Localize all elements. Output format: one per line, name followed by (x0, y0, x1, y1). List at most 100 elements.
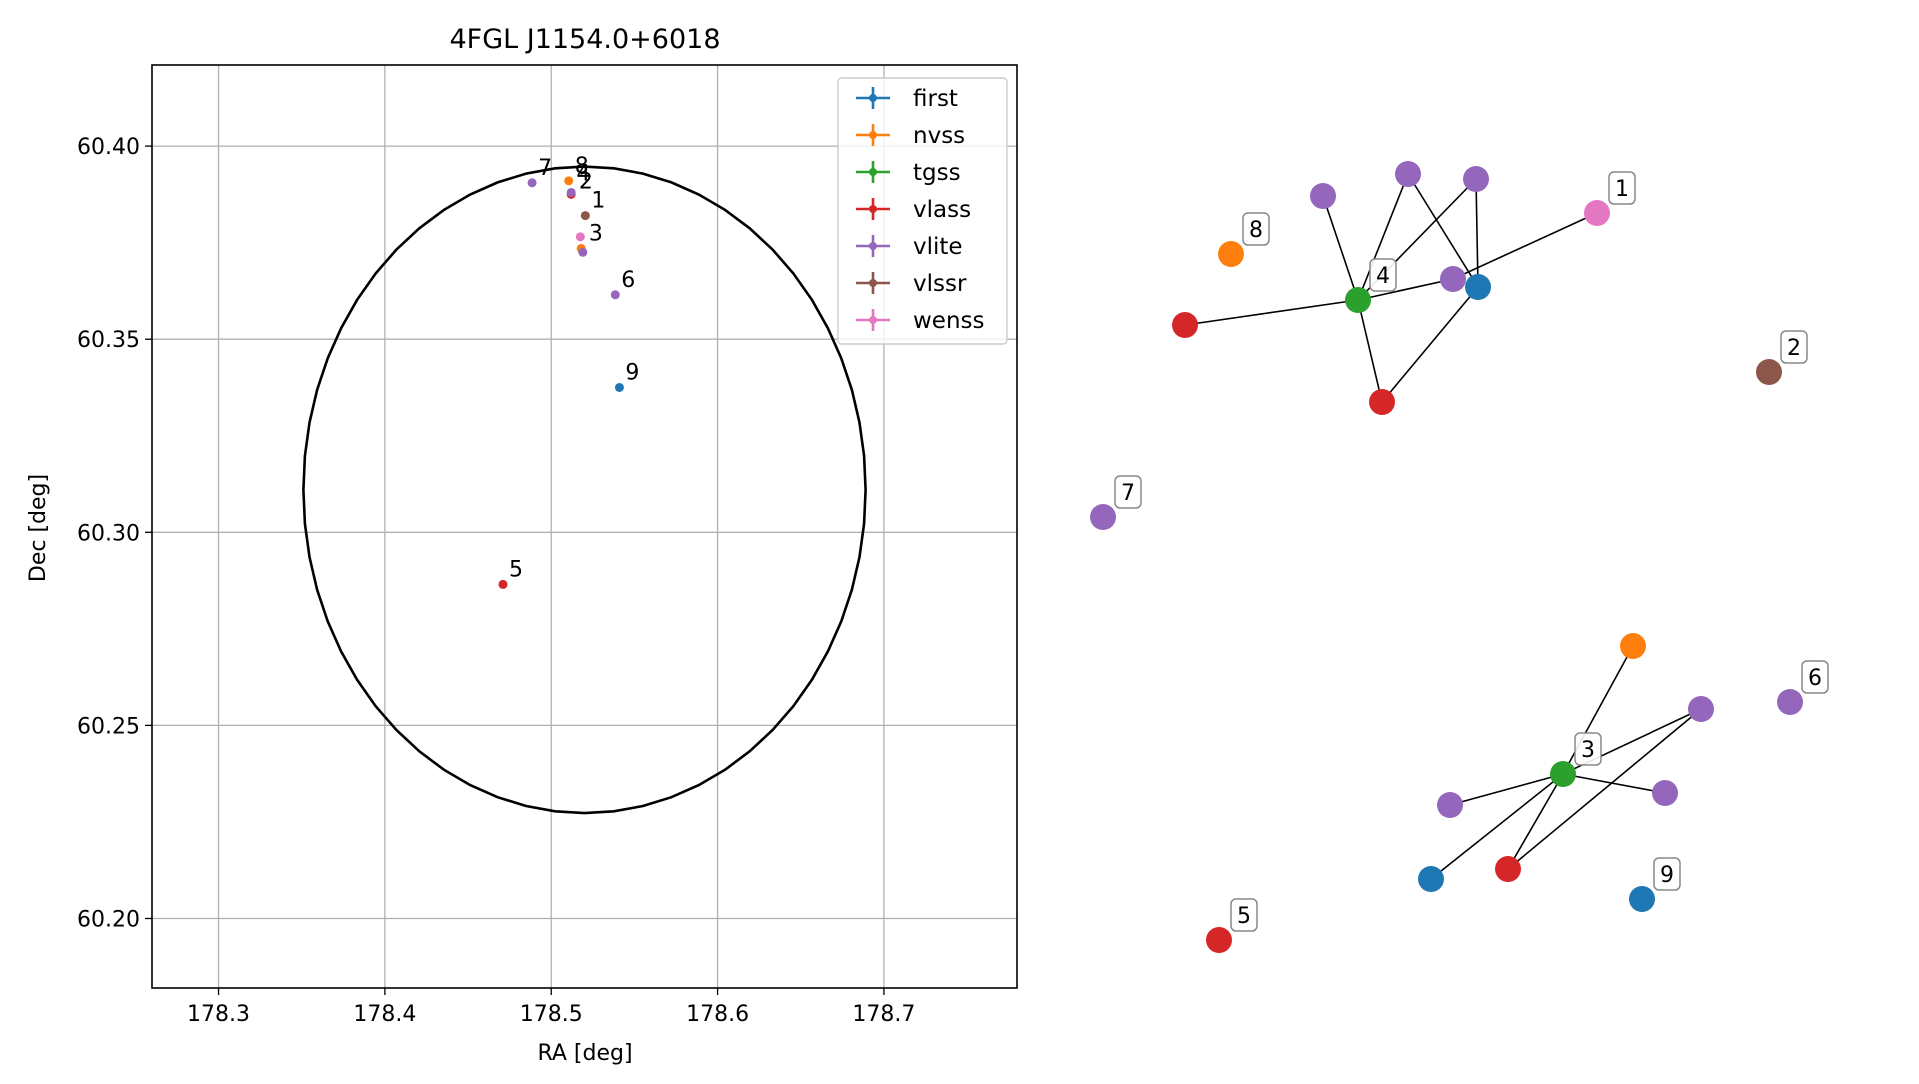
graph-node (1172, 312, 1198, 338)
graph-edge (1357, 299, 1383, 403)
graph-node (1550, 761, 1576, 787)
graph-label-box (1242, 212, 1270, 246)
graph-node (1369, 389, 1395, 415)
y-tick-label: 60.20 (77, 907, 140, 932)
legend-marker-dot (869, 279, 877, 287)
scatter-point-vlite (578, 247, 588, 257)
legend-entry-tgss[interactable]: tgss (856, 160, 961, 186)
y-tick-label: 60.25 (77, 714, 140, 739)
graph-node (1345, 287, 1371, 313)
graph-node-label: 3 (1574, 732, 1602, 766)
graph-node (1465, 274, 1491, 300)
point-label: 9 (625, 360, 639, 385)
graph-node-label: 5 (1230, 898, 1258, 932)
graph-node (1440, 266, 1466, 292)
scatter-point-vlite (610, 290, 620, 300)
legend-marker-dot (869, 316, 877, 324)
chart-title: 4FGL J1154.0+6018 (449, 24, 720, 55)
graph-node (1584, 200, 1610, 226)
graph-label-box (1114, 475, 1142, 509)
x-tick-label: 178.5 (520, 1002, 583, 1027)
scatter-point-wenss (575, 232, 585, 242)
graph-node (1629, 886, 1655, 912)
scatter-point-vlass (498, 579, 508, 589)
graph-edge (1322, 195, 1359, 301)
y-tick-label: 60.40 (77, 135, 140, 160)
legend[interactable]: first nvss tgss vlass vlite vlssr wenss (837, 77, 1008, 345)
point-label: 5 (509, 557, 523, 582)
legend-entry-nvss[interactable]: nvss (856, 123, 965, 149)
point-label: 1 (591, 189, 605, 214)
x-axis-label: RA [deg] (537, 1041, 632, 1066)
x-tick-label: 178.4 (353, 1002, 416, 1027)
legend-label: wenss (913, 308, 985, 334)
legend-entry-wenss[interactable]: wenss (856, 308, 985, 334)
graph-label-box (1230, 898, 1258, 932)
graph-label-text: 9 (1660, 863, 1674, 888)
graph-node (1620, 633, 1646, 659)
legend-label: tgss (913, 160, 961, 186)
graph-edge (1357, 173, 1409, 301)
y-tick-label: 60.30 (77, 521, 140, 546)
legend-marker-dot (869, 94, 877, 102)
scatter-panel: 12 3 4 5 6 7 8 9 178.3 178.4 178.5 178.6 178.7 60.20… (26, 24, 1018, 1066)
graph-node-labels: 4 1 3 8 2 7 6 9 5 (1114, 171, 1829, 932)
graph-edge (1475, 178, 1479, 288)
graph-node (1777, 689, 1803, 715)
graph-label-text: 3 (1581, 738, 1595, 763)
graph-node (1756, 359, 1782, 385)
legend-label: vlite (913, 234, 963, 260)
axis-ticks: 178.3 178.4 178.5 178.6 178.7 60.20 60.25 60.30… (77, 135, 915, 1027)
graph-label-text: 4 (1376, 264, 1390, 289)
legend-label: first (913, 86, 958, 112)
graph-node (1418, 866, 1444, 892)
point-label: 7 (538, 156, 552, 181)
graph-node (1437, 792, 1463, 818)
graph-node-label: 9 (1653, 857, 1681, 891)
graph-label-box (1801, 660, 1829, 694)
y-tick-label: 60.35 (77, 328, 140, 353)
graph-label-box (1369, 258, 1397, 292)
legend-entry-first[interactable]: first (856, 86, 958, 112)
graph-label-text: 5 (1237, 904, 1251, 929)
graph-edge (1507, 773, 1564, 870)
graph-node (1652, 780, 1678, 806)
graph-edge (1562, 773, 1666, 794)
legend-marker-dot (869, 205, 877, 213)
graph-label-box (1780, 330, 1808, 364)
graph-node-label: 2 (1780, 330, 1808, 364)
graph-node-label: 4 (1369, 258, 1397, 292)
legend-marker-dot (869, 242, 877, 250)
point-label: 2 (579, 169, 593, 194)
y-axis-label: Dec [deg] (26, 474, 51, 582)
graph-node-label: 7 (1114, 475, 1142, 509)
graph-label-text: 2 (1787, 336, 1801, 361)
graph-panel: 4 1 3 8 2 7 6 9 5 (1090, 161, 1829, 953)
point-labels: 12 3 4 5 6 7 8 9 (509, 154, 639, 583)
graph-edge (1452, 212, 1598, 280)
graph-node (1218, 241, 1244, 267)
graph-label-box (1574, 732, 1602, 766)
legend-entry-vlite[interactable]: vlite (856, 234, 963, 260)
graph-label-text: 8 (1249, 218, 1263, 243)
graph-edge (1184, 299, 1359, 326)
scatter-point-vlite (566, 187, 576, 197)
graph-nodes (1090, 161, 1803, 953)
legend-entry-vlass[interactable]: vlass (856, 197, 971, 223)
scatter-point-vlite (527, 178, 537, 188)
graph-label-text: 1 (1615, 177, 1629, 202)
scatter-point-vlssr (580, 211, 590, 221)
uncertainty-circle (302, 165, 867, 815)
graph-node-label: 8 (1242, 212, 1270, 246)
legend-entries: first nvss tgss vlass vlite vlssr wenss (856, 86, 985, 334)
legend-marker-dot (869, 168, 877, 176)
legend-label: vlssr (913, 271, 967, 297)
graph-label-box (1653, 857, 1681, 891)
point-label: 6 (621, 268, 635, 293)
point-label: 4 (576, 162, 590, 187)
legend-entry-vlssr[interactable]: vlssr (856, 271, 967, 297)
legend-label: vlass (913, 197, 971, 223)
legend-label: nvss (913, 123, 965, 149)
